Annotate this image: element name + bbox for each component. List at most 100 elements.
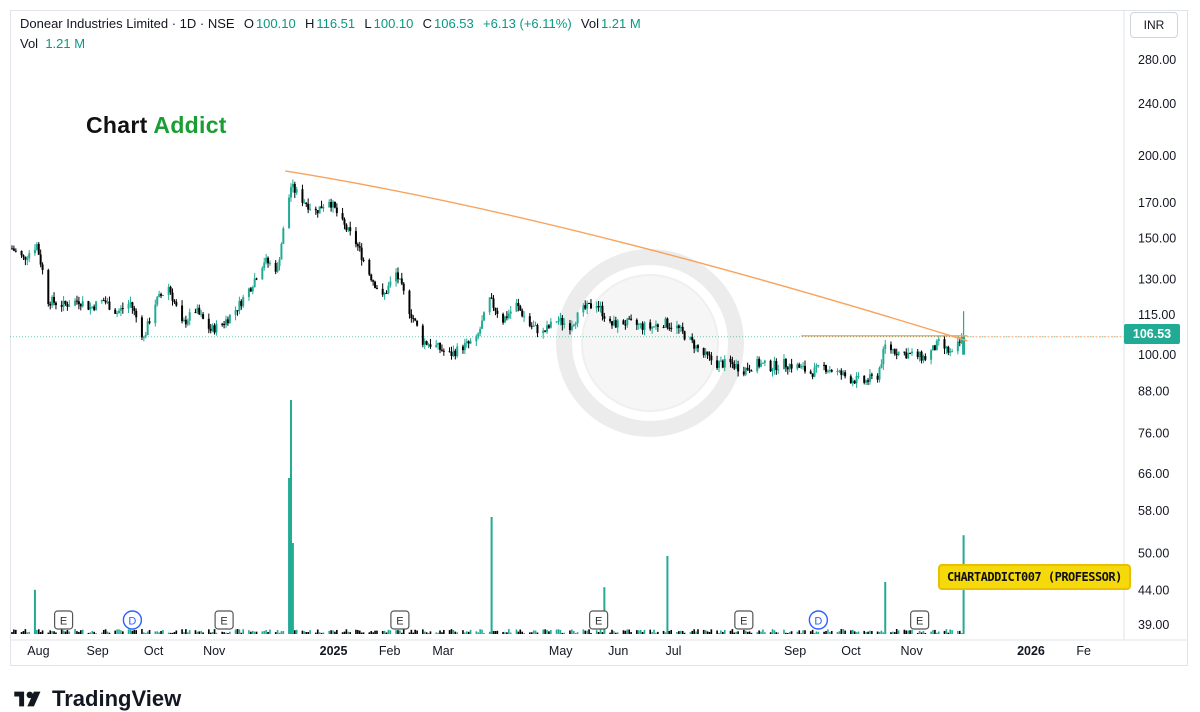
volume-bar	[710, 629, 713, 634]
candle-body	[293, 183, 296, 193]
y-tick-label: 66.00	[1138, 467, 1169, 481]
candle-body	[135, 310, 138, 318]
candle-body	[226, 319, 229, 324]
volume-bar	[590, 632, 592, 634]
volume-bar	[198, 631, 201, 634]
volume-bar	[240, 632, 243, 634]
volume-bar	[555, 629, 558, 634]
candle-body	[140, 317, 143, 338]
candle-body	[756, 358, 759, 372]
trendline	[285, 170, 968, 342]
volume-bar	[639, 629, 642, 634]
volume-bar	[227, 632, 229, 634]
volume-bar	[616, 632, 619, 634]
volume-bar	[41, 630, 44, 634]
volume-bar	[576, 632, 579, 634]
candle-body	[276, 266, 279, 272]
candle-body	[249, 288, 252, 292]
volume-bar	[809, 631, 812, 634]
candle-body	[332, 201, 335, 208]
volume-bar	[574, 632, 577, 634]
candle-body	[66, 303, 69, 307]
candle-body	[142, 336, 145, 338]
volume-bar	[68, 631, 71, 634]
volume-bar	[253, 631, 256, 634]
candle-body	[868, 374, 871, 382]
candle-body	[630, 318, 633, 320]
volume-bar	[863, 630, 866, 634]
high-value: 116.51	[316, 16, 356, 31]
volume-bar	[385, 632, 388, 634]
volume-legend-label: Vol	[20, 36, 39, 51]
candle-body	[349, 227, 352, 232]
volume-bar	[844, 630, 846, 634]
candle-body	[242, 296, 245, 307]
chart-addict-logo: Chart Addict	[86, 112, 227, 139]
volume-bar	[162, 630, 164, 634]
candle-body	[479, 328, 482, 334]
volume-bar	[855, 632, 858, 634]
candle-body	[683, 331, 686, 340]
candle-body	[719, 360, 722, 362]
volume-bar	[293, 630, 296, 634]
volume-bar	[475, 631, 478, 634]
volume-bar	[36, 629, 38, 634]
volume-bar	[358, 630, 361, 634]
volume-bar	[905, 630, 908, 634]
candle-body	[811, 373, 814, 377]
candle-body	[878, 367, 881, 380]
tradingview-brand[interactable]: TradingView	[14, 686, 181, 712]
candle-body	[563, 323, 566, 325]
candle-body	[341, 213, 344, 220]
volume-bar	[557, 629, 560, 634]
currency-button[interactable]: INR	[1130, 12, 1178, 38]
volume-bar	[414, 629, 416, 634]
y-tick-label: 88.00	[1138, 385, 1169, 399]
candle-body	[490, 297, 493, 299]
candle-body	[763, 360, 766, 363]
candle-body	[118, 310, 121, 314]
volume-bar	[181, 629, 183, 634]
candle-body	[882, 348, 885, 365]
candle-body	[37, 244, 40, 255]
candle-body	[33, 249, 36, 254]
candle-body	[188, 312, 191, 321]
candle-body	[469, 341, 472, 344]
volume-bar	[951, 630, 953, 634]
candle-body	[784, 359, 787, 368]
candle-body	[702, 348, 705, 356]
candle-body	[570, 325, 573, 331]
candle-body	[557, 320, 560, 322]
candle-body	[547, 325, 550, 328]
volume-bar	[559, 629, 562, 634]
volume-bar	[561, 632, 564, 634]
candle-body	[679, 326, 682, 329]
candle-body	[796, 364, 799, 369]
candle-body	[656, 324, 659, 327]
volume-bar	[720, 630, 722, 634]
candle-body	[465, 341, 468, 343]
volume-bar	[448, 630, 451, 634]
earnings-marker-label: E	[396, 616, 403, 628]
volume-bar	[723, 630, 726, 634]
volume-bar	[521, 631, 523, 634]
volume-bar	[651, 632, 653, 634]
volume-bar	[615, 632, 617, 634]
volume-bar	[827, 629, 829, 634]
candle-body	[937, 339, 940, 341]
y-tick-label: 280.00	[1138, 53, 1176, 67]
candle-body	[760, 363, 763, 367]
volume-bar	[735, 631, 737, 634]
volume-bar	[788, 631, 791, 634]
candle-body	[236, 310, 239, 312]
candle-body	[328, 201, 331, 208]
volume-bar	[664, 632, 667, 634]
candle-body	[196, 307, 199, 313]
candle-body	[475, 336, 478, 342]
x-tick-label: 2026	[1017, 644, 1045, 658]
candle-body	[81, 301, 84, 307]
volume-legend-value: 1.21 M	[45, 36, 86, 51]
volume-bar	[91, 631, 94, 634]
volume-bar	[454, 631, 457, 634]
